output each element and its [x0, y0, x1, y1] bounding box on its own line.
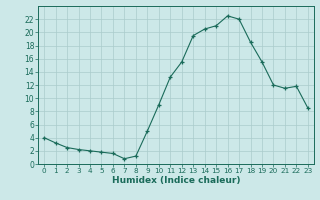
X-axis label: Humidex (Indice chaleur): Humidex (Indice chaleur) — [112, 176, 240, 185]
